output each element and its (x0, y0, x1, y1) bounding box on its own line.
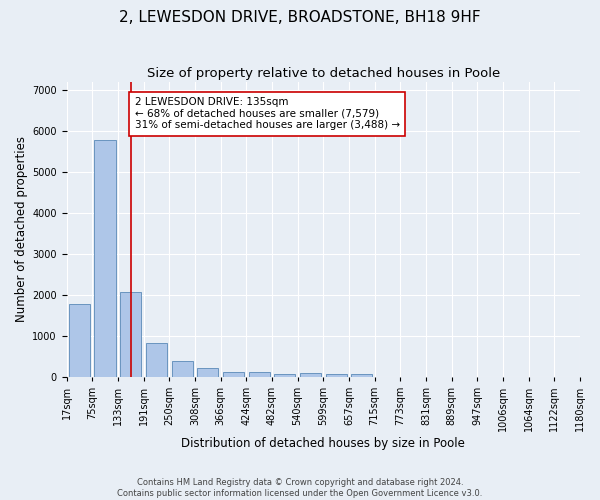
Text: Contains HM Land Registry data © Crown copyright and database right 2024.
Contai: Contains HM Land Registry data © Crown c… (118, 478, 482, 498)
Bar (274, 374, 295, 377)
Bar (120, 292, 141, 377)
Text: 2, LEWESDON DRIVE, BROADSTONE, BH18 9HF: 2, LEWESDON DRIVE, BROADSTONE, BH18 9HF (119, 10, 481, 25)
Bar (223, 372, 244, 377)
X-axis label: Distribution of detached houses by size in Poole: Distribution of detached houses by size … (181, 437, 465, 450)
Text: 2 LEWESDON DRIVE: 135sqm
← 68% of detached houses are smaller (7,579)
31% of sem: 2 LEWESDON DRIVE: 135sqm ← 68% of detach… (134, 97, 400, 130)
Bar (248, 372, 269, 377)
Bar (146, 343, 167, 377)
Bar (94, 140, 116, 377)
Bar (172, 361, 193, 377)
Bar (326, 374, 347, 377)
Bar (300, 373, 321, 377)
Title: Size of property relative to detached houses in Poole: Size of property relative to detached ho… (146, 68, 500, 80)
Bar (197, 368, 218, 377)
Bar (351, 374, 372, 377)
Y-axis label: Number of detached properties: Number of detached properties (15, 136, 28, 322)
Bar (69, 304, 90, 377)
